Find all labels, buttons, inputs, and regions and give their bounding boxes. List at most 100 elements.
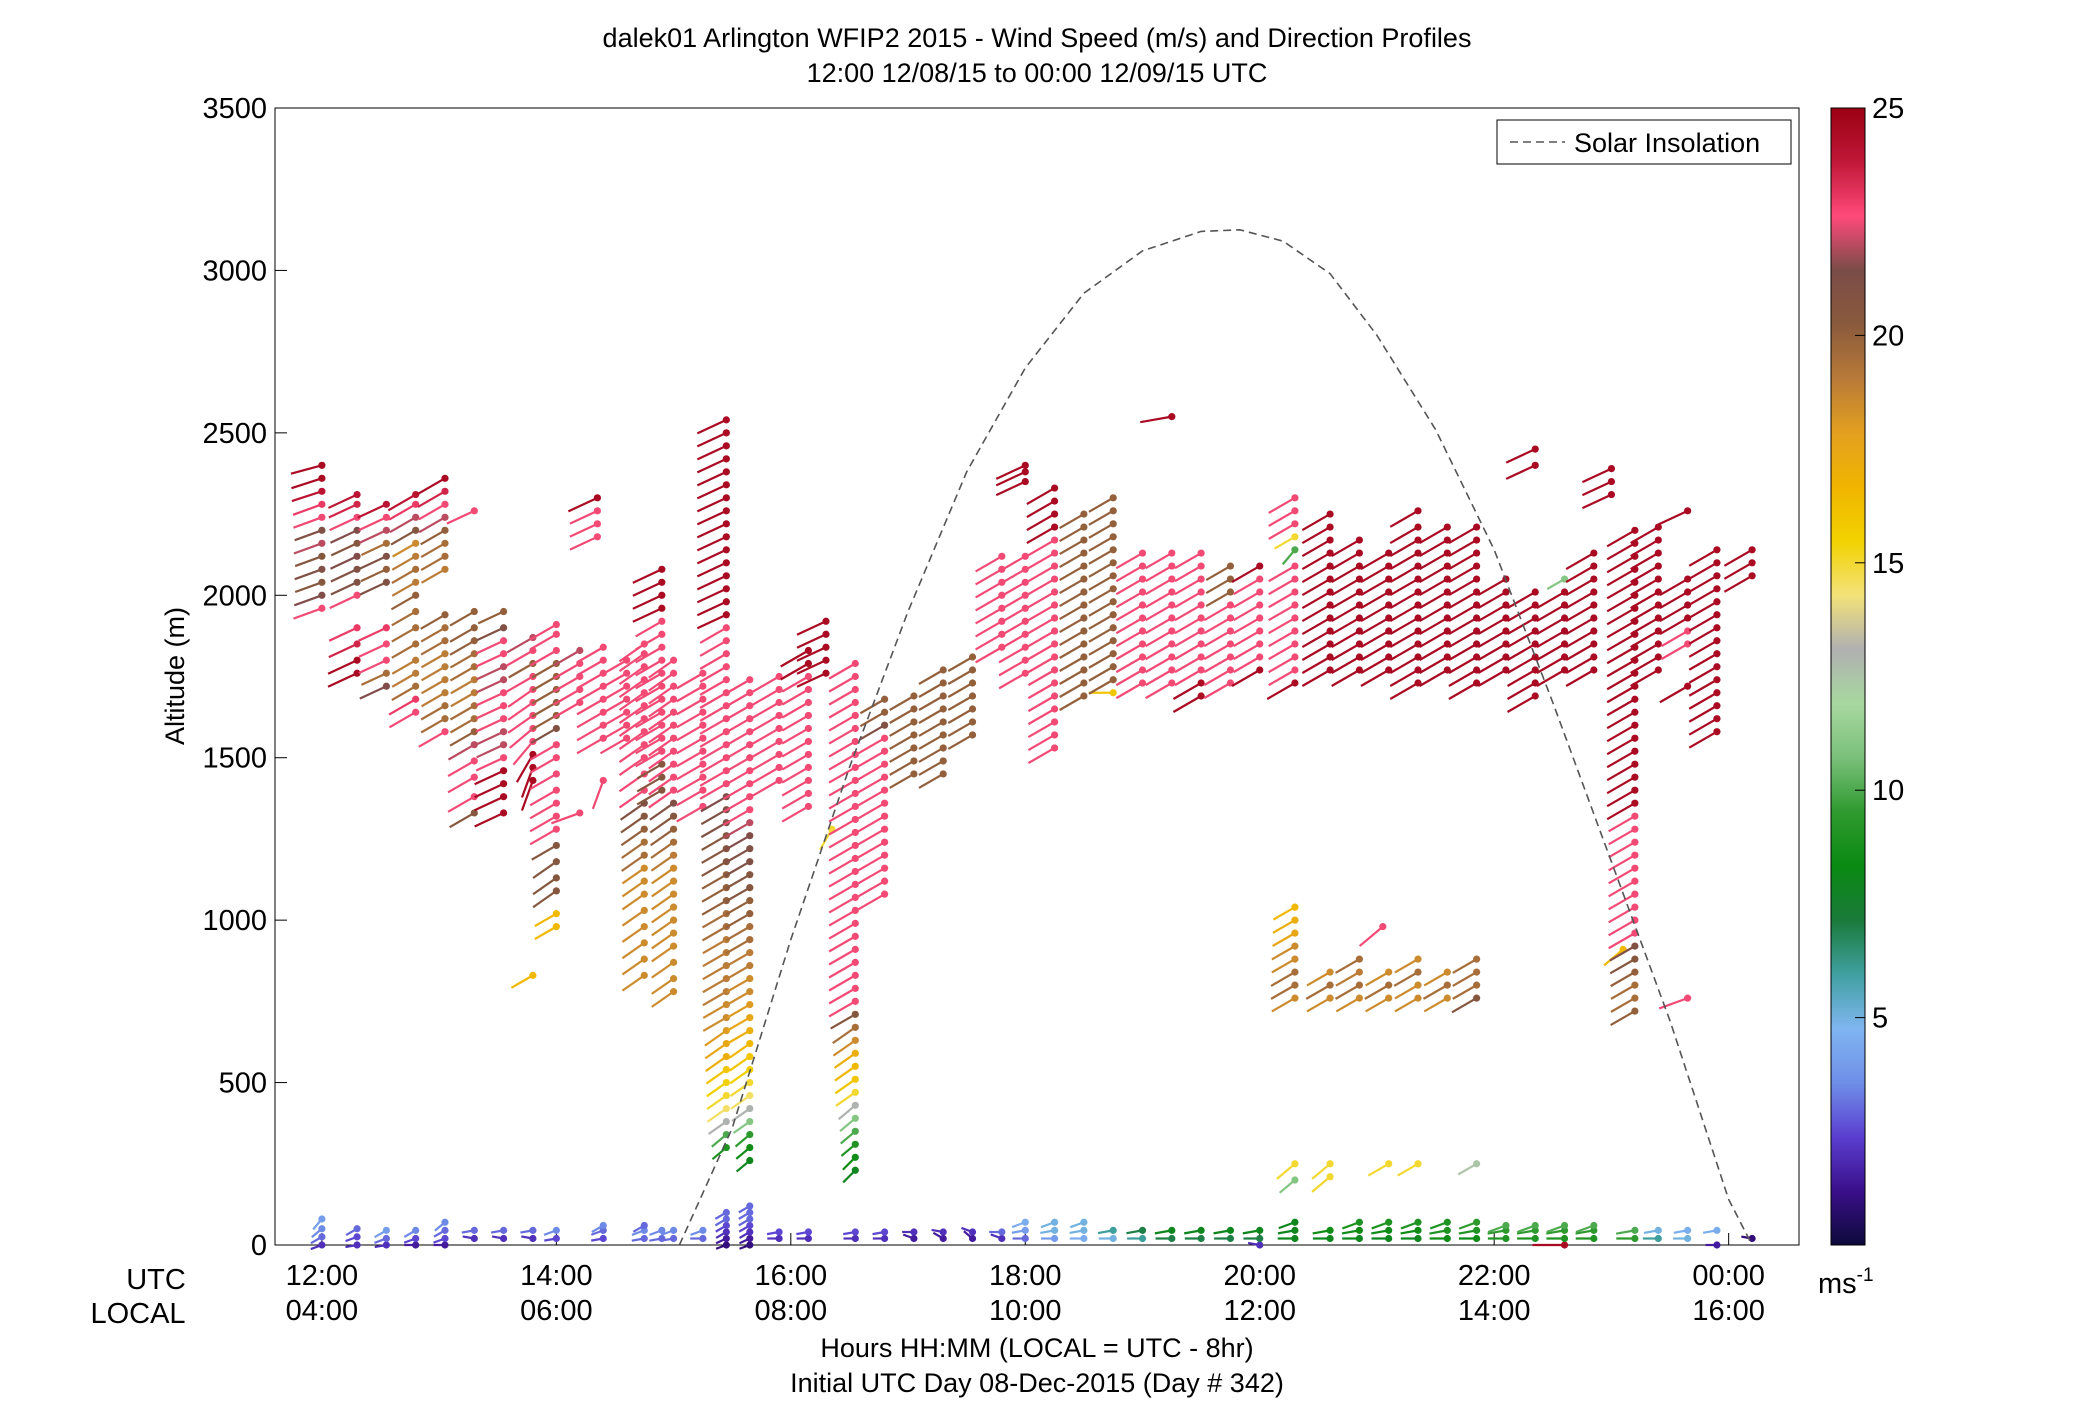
wind-barb-point	[881, 864, 889, 872]
wind-barb-stick	[1059, 617, 1085, 633]
wind-barb-stick	[1232, 591, 1261, 609]
wind-barb-point	[382, 1234, 390, 1243]
wind-barb-point	[851, 802, 859, 811]
wind-barb-point	[722, 1039, 730, 1048]
wind-barb-stick	[918, 682, 944, 698]
wind-barb-point	[552, 812, 560, 820]
wind-barb-point	[669, 942, 678, 950]
wind-barb-stick	[1688, 678, 1718, 697]
wind-barb-stick	[1271, 997, 1296, 1013]
wind-barb-stick	[1203, 643, 1231, 661]
wind-barb-stick	[1606, 763, 1636, 782]
wind-barb-stick	[1606, 711, 1636, 730]
colorbar-unit-exponent: -1	[1857, 1265, 1874, 1286]
wind-barb-point	[1473, 994, 1481, 1002]
wind-barb-point	[470, 757, 478, 765]
wind-barb-stick	[1334, 958, 1360, 974]
wind-barb-stick	[701, 834, 727, 851]
wind-barb-stick	[1419, 643, 1448, 661]
wind-barb-stick	[828, 987, 856, 1005]
wind-barb-point	[1197, 601, 1205, 609]
wind-barb-point	[1109, 624, 1117, 632]
wind-barb-point	[1713, 572, 1721, 580]
wind-barb-stick	[1174, 604, 1202, 622]
wind-barb-point	[1050, 588, 1059, 596]
wind-barb-point	[1414, 1226, 1422, 1234]
wind-barb-point	[1473, 1234, 1481, 1243]
wind-barb-stick	[1360, 578, 1390, 596]
wind-barb-stick	[360, 568, 387, 583]
wind-barb-stick	[1027, 708, 1056, 726]
wind-barb-point	[968, 692, 977, 700]
wind-barb-stick	[621, 867, 645, 885]
wind-barb-point	[658, 669, 666, 677]
wind-barb-point	[500, 637, 508, 645]
wind-barb-point	[1385, 1226, 1393, 1234]
wind-barb-stick	[648, 685, 675, 705]
wind-barb-point	[318, 1241, 326, 1249]
wind-barb-stick	[918, 669, 944, 685]
wind-barb-stick	[1271, 945, 1296, 961]
wind-barb-point	[669, 695, 678, 703]
wind-barb-point	[1168, 614, 1176, 622]
wind-barb-point	[1197, 1234, 1205, 1243]
wind-barb-point	[552, 799, 560, 807]
wind-barb-stick	[591, 780, 605, 810]
wind-barb-stick	[1606, 789, 1636, 808]
wind-barb-stick	[1203, 656, 1231, 674]
wind-barb-point	[1109, 494, 1117, 502]
wind-barb-stick	[1448, 565, 1478, 584]
wind-barb-point	[1050, 627, 1059, 635]
wind-barb-point	[722, 1001, 730, 1009]
wind-barb-point	[1291, 666, 1299, 674]
wind-barb-stick	[1630, 552, 1659, 571]
wind-barb-point	[968, 666, 977, 674]
wind-barb-point	[1197, 653, 1205, 661]
wind-barb-point	[1291, 994, 1299, 1002]
wind-barb-point	[939, 731, 947, 739]
wind-barb-point	[722, 1104, 730, 1113]
wind-barb-point	[1109, 689, 1117, 697]
wind-barb-stick	[475, 756, 505, 772]
wind-barb-stick	[947, 708, 974, 724]
wind-barb-point	[1050, 1218, 1059, 1226]
wind-barb-point	[1654, 575, 1662, 583]
wind-barb-point	[1291, 627, 1299, 635]
wind-barb-stick	[1565, 656, 1595, 674]
wind-barb-stick	[1026, 513, 1056, 532]
wind-barb-point	[470, 607, 478, 616]
wind-barb-stick	[449, 665, 475, 682]
wind-barb-stick	[796, 633, 827, 649]
wind-barb-point	[1109, 507, 1117, 515]
wind-barb-stick	[621, 909, 645, 927]
wind-barb-stick	[1026, 526, 1056, 545]
wind-barb-point	[1080, 575, 1088, 583]
wind-barb-stick	[576, 711, 604, 729]
wind-barb-point	[822, 643, 830, 651]
wind-barb-point	[1443, 1234, 1451, 1243]
wind-barb-point	[746, 1026, 754, 1035]
wind-barb-stick	[828, 935, 856, 953]
wind-barb-point	[1560, 1241, 1569, 1249]
wind-barb-point	[1684, 614, 1692, 622]
wind-barb-stick	[1581, 493, 1612, 510]
wind-barb-stick	[1506, 617, 1536, 635]
wind-barb-point	[699, 773, 707, 781]
wind-barb-stick	[781, 714, 809, 732]
wind-barb-stick	[1688, 613, 1718, 632]
wind-barb-stick	[1723, 548, 1753, 567]
wind-barb-point	[529, 776, 537, 785]
wind-barb-stick	[1606, 685, 1636, 704]
wind-barb-point	[1109, 520, 1117, 528]
wind-barb-stick	[420, 704, 446, 721]
wind-barb-point	[1631, 890, 1639, 898]
wind-barb-point	[775, 724, 783, 733]
wind-barb-point	[1168, 1226, 1176, 1234]
wind-barb-stick	[330, 568, 358, 583]
wind-barb-point	[939, 1234, 947, 1243]
wind-barb-point	[382, 682, 390, 690]
wind-barb-stick	[1305, 984, 1331, 1000]
wind-barb-stick	[859, 711, 886, 728]
wind-barb-stick	[529, 743, 557, 761]
wind-barb-point	[318, 526, 326, 534]
